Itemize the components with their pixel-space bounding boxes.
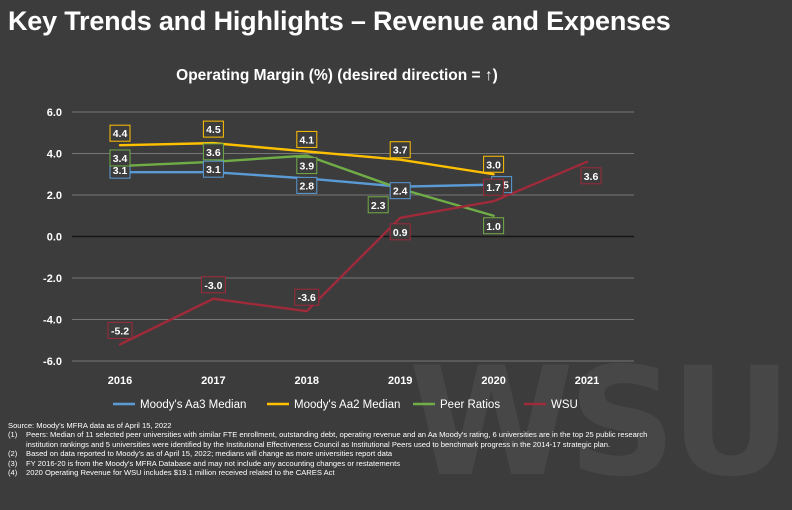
data-label: 3.6 bbox=[584, 171, 599, 183]
footnotes: Source: Moody's MFRA data as of April 15… bbox=[8, 421, 658, 477]
data-label: 3.7 bbox=[393, 145, 408, 157]
footnote-1: (1) Peers: Median of 11 selected peer un… bbox=[8, 430, 658, 449]
data-label: 3.9 bbox=[299, 161, 314, 173]
data-label-box bbox=[580, 167, 602, 185]
data-label: 4.5 bbox=[206, 124, 221, 136]
data-label-box bbox=[483, 178, 505, 196]
data-label-box bbox=[202, 143, 224, 161]
data-label: 4.1 bbox=[299, 134, 314, 146]
footnote-number: (3) bbox=[8, 458, 18, 468]
y-tick-label: -6.0 bbox=[43, 356, 62, 368]
data-label: 2.4 bbox=[393, 186, 408, 198]
footnote-source: Source: Moody's MFRA data as of April 15… bbox=[8, 421, 172, 430]
data-label-box bbox=[109, 124, 131, 142]
footnote-text: FY 2016-20 is from the Moody's MFRA Data… bbox=[26, 458, 401, 468]
x-tick-label: 2017 bbox=[201, 375, 225, 387]
data-label: 2.3 bbox=[371, 200, 386, 212]
data-label: 3.4 bbox=[113, 153, 128, 165]
data-label-box bbox=[294, 288, 320, 306]
footnote-number: (4) bbox=[8, 468, 18, 478]
footnote-text: 2020 Operating Revenue for WSU includes … bbox=[26, 468, 335, 478]
series-line-peer-ratios bbox=[118, 154, 495, 217]
operating-margin-chart: Operating Margin (%) (desired direction … bbox=[43, 67, 634, 411]
legend-entry: Peer Ratios bbox=[440, 399, 500, 411]
data-label: 3.0 bbox=[486, 159, 501, 171]
wsu-watermark: WSU bbox=[408, 336, 792, 510]
data-label-box bbox=[483, 155, 505, 173]
data-label-box bbox=[202, 160, 224, 178]
series-line-wsu bbox=[118, 160, 589, 346]
y-tick-label: 2.0 bbox=[47, 190, 62, 202]
footnote-number: (2) bbox=[8, 449, 18, 459]
footnote-2: (2) Based on data reported to Moody's as… bbox=[8, 449, 658, 458]
data-label-box bbox=[296, 130, 318, 148]
footnote-text: Based on data reported to Moody's as of … bbox=[26, 449, 393, 459]
data-label-box bbox=[202, 120, 224, 138]
data-label-box bbox=[296, 176, 318, 194]
data-label-box bbox=[107, 321, 133, 339]
series-line-moody-s-aa2-median bbox=[118, 141, 495, 176]
y-tick-label: -4.0 bbox=[43, 315, 62, 327]
data-label: 0.9 bbox=[393, 227, 408, 239]
footnote-text: Peers: Median of 11 selected peer univer… bbox=[26, 430, 648, 449]
data-label: -5.2 bbox=[111, 325, 129, 337]
data-label: -3.0 bbox=[204, 280, 222, 292]
data-label: 1.0 bbox=[486, 221, 501, 233]
data-label: 1.7 bbox=[486, 182, 501, 194]
data-label: 4.4 bbox=[113, 128, 128, 140]
legend-entry: Moody's Aa2 Median bbox=[294, 399, 400, 411]
y-tick-label: -2.0 bbox=[43, 273, 62, 285]
footnote-4: (4) 2020 Operating Revenue for WSU inclu… bbox=[8, 468, 658, 477]
data-label: 3.1 bbox=[206, 164, 221, 176]
x-tick-label: 2020 bbox=[481, 375, 505, 387]
data-label-box bbox=[483, 217, 505, 235]
footnote-3: (3) FY 2016-20 is from the Moody's MFRA … bbox=[8, 459, 658, 468]
data-label-box bbox=[367, 196, 389, 214]
data-label-box bbox=[296, 157, 318, 175]
y-tick-label: 4.0 bbox=[47, 149, 62, 161]
x-tick-label: 2016 bbox=[108, 375, 132, 387]
footnote-number: (1) bbox=[8, 430, 18, 440]
data-label-box bbox=[200, 276, 226, 294]
x-tick-label: 2021 bbox=[575, 375, 599, 387]
data-label: -3.6 bbox=[298, 292, 316, 304]
y-tick-label: 0.0 bbox=[47, 232, 62, 244]
data-label-box bbox=[109, 149, 131, 167]
data-label: 2.8 bbox=[299, 180, 314, 192]
legend-entry: Moody's Aa3 Median bbox=[140, 399, 246, 411]
x-tick-label: 2019 bbox=[388, 375, 412, 387]
data-label-box bbox=[389, 141, 411, 159]
data-label-box bbox=[389, 223, 411, 241]
x-tick-label: 2018 bbox=[295, 375, 319, 387]
legend-entry: WSU bbox=[551, 399, 578, 411]
y-tick-label: 6.0 bbox=[47, 107, 62, 119]
data-label-box bbox=[389, 182, 411, 200]
chart-title: Operating Margin (%) (desired direction … bbox=[176, 67, 498, 84]
slide-title: Key Trends and Highlights – Revenue and … bbox=[8, 6, 671, 36]
data-label: 3.1 bbox=[113, 165, 128, 177]
data-label: 3.6 bbox=[206, 147, 221, 159]
